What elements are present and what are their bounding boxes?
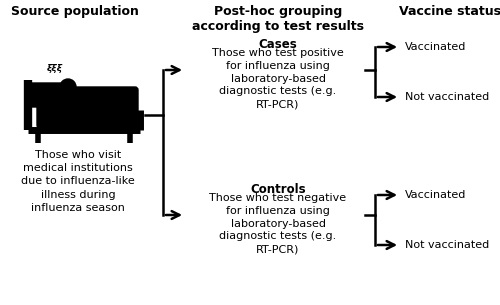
Text: Vaccinated: Vaccinated [405, 190, 466, 200]
Text: Vaccine status: Vaccine status [399, 5, 500, 18]
FancyBboxPatch shape [28, 83, 62, 107]
Text: Post-hoc grouping
according to test results: Post-hoc grouping according to test resu… [192, 5, 364, 33]
Text: Those who test positive
for influenza using
laboratory-based
diagnostic tests (e: Those who test positive for influenza us… [212, 48, 344, 109]
Text: Vaccinated: Vaccinated [405, 42, 466, 52]
Text: ξξξ: ξξξ [47, 64, 63, 73]
Text: Not vaccinated: Not vaccinated [405, 240, 489, 250]
Text: Those who visit
medical institutions
due to influenza-like
illness during
influe: Those who visit medical institutions due… [21, 150, 135, 213]
Text: Source population: Source population [11, 5, 139, 18]
Circle shape [60, 79, 76, 95]
Text: Those who test negative
for influenza using
laboratory-based
diagnostic tests (e: Those who test negative for influenza us… [210, 193, 346, 254]
Text: Not vaccinated: Not vaccinated [405, 92, 489, 102]
FancyBboxPatch shape [40, 86, 69, 112]
Text: Controls: Controls [250, 183, 306, 196]
Text: Cases: Cases [258, 38, 298, 51]
FancyBboxPatch shape [37, 87, 138, 128]
